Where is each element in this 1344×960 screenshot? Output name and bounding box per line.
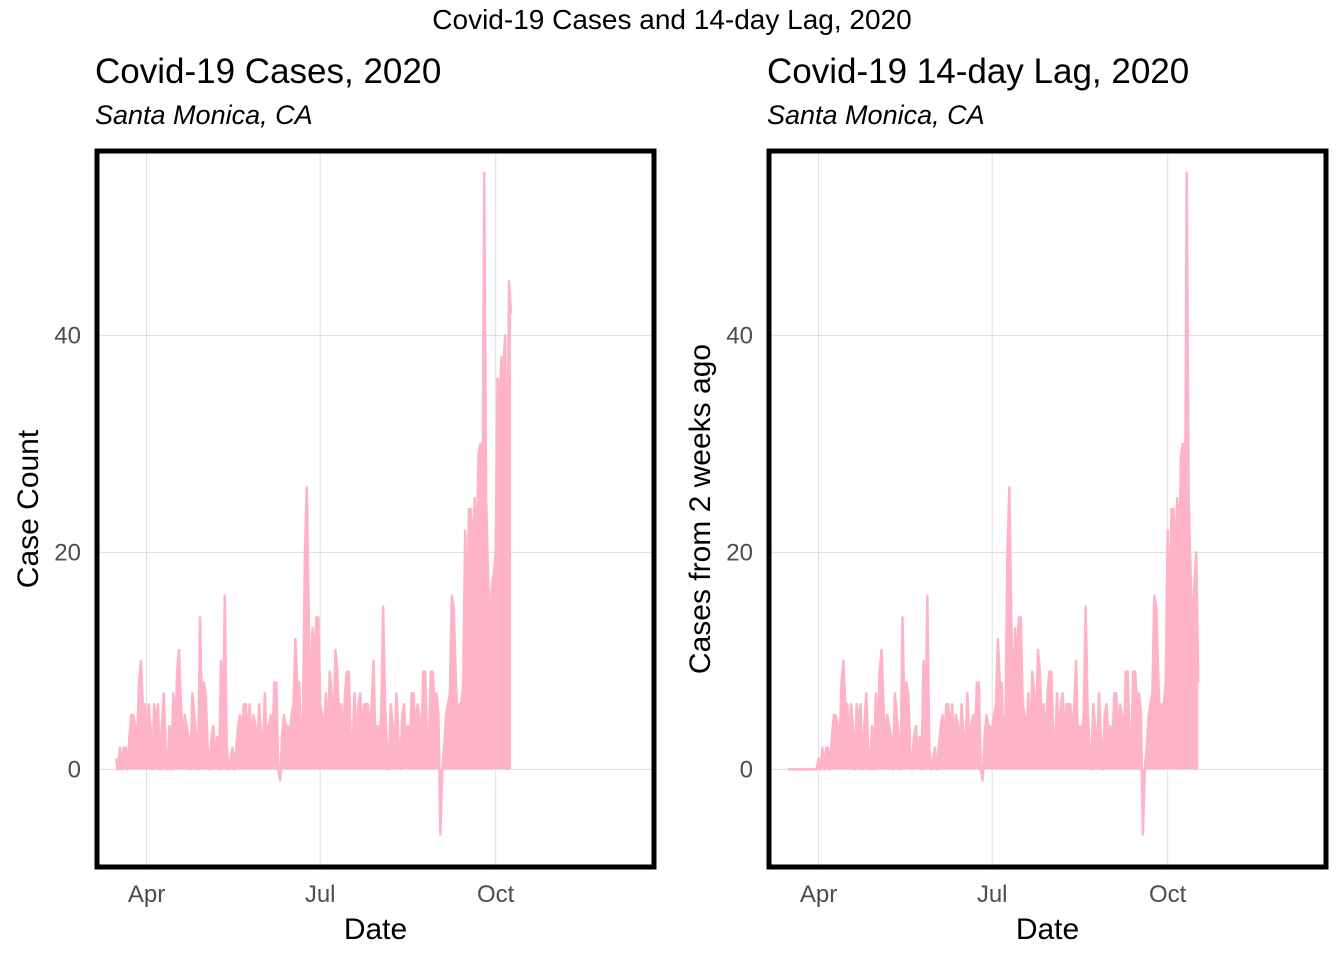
right-series-line <box>788 171 1200 836</box>
left-x-tick-label: Oct <box>477 881 515 908</box>
right-x-tick-label: Oct <box>1149 881 1187 908</box>
left-panel-frame <box>94 148 657 870</box>
left-series-line <box>114 171 513 836</box>
figure-suptitle: Covid-19 Cases and 14-day Lag, 2020 <box>432 4 912 35</box>
left-y-tick-label: 20 <box>54 539 81 566</box>
right-panel-frame <box>766 148 1329 870</box>
left-series-area <box>116 172 511 835</box>
right-y-tick-label: 20 <box>726 539 753 566</box>
right-x-axis-label: Date <box>1016 913 1079 946</box>
left-panel-title: Covid-19 Cases, 2020 <box>95 52 442 91</box>
left-y-tick-label: 40 <box>54 322 81 349</box>
right-panel-title: Covid-19 14-day Lag, 2020 <box>767 52 1190 91</box>
right-y-tick-label: 40 <box>726 322 753 349</box>
left-x-axis-label: Date <box>344 913 407 946</box>
left-y-tick-label: 0 <box>68 756 81 783</box>
left-x-tick-label: Jul <box>305 881 336 908</box>
right-x-tick-label: Apr <box>800 881 837 908</box>
left-x-tick-label: Apr <box>128 881 165 908</box>
left-y-axis-label: Case Count <box>12 429 45 588</box>
right-x-tick-label: Jul <box>977 881 1008 908</box>
right-panel-subtitle: Santa Monica, CA <box>767 100 985 130</box>
right-y-tick-label: 0 <box>740 756 753 783</box>
right-y-axis-label: Cases from 2 weeks ago <box>684 344 717 674</box>
left-panel-subtitle: Santa Monica, CA <box>95 100 313 130</box>
